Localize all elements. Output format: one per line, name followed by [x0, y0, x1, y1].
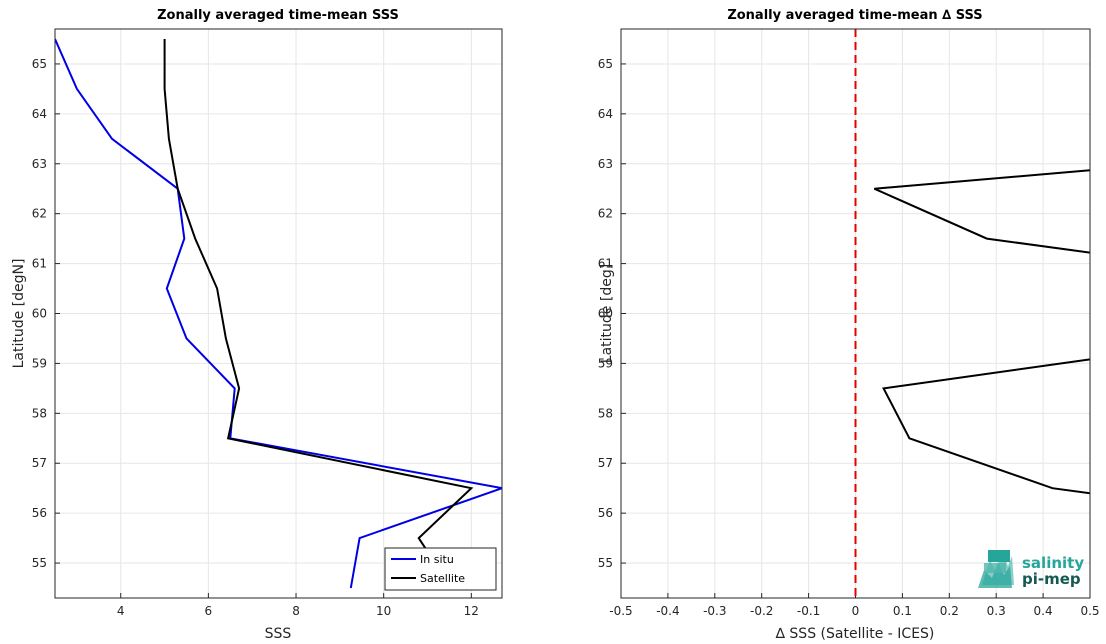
x-tick-label: -0.2	[750, 604, 773, 618]
legend-box	[384, 547, 497, 591]
logo-mark-icon	[978, 550, 1014, 588]
sss-panel: Zonally averaged time-mean SSS SSS Latit…	[11, 8, 503, 642]
y-tick-label: 57	[598, 456, 613, 470]
y-tick-label: 63	[32, 157, 47, 171]
x-tick-label: -0.4	[656, 604, 679, 618]
y-tick-label: 55	[598, 556, 613, 570]
y-tick-label: 60	[32, 307, 47, 321]
x-tick-label: 0.1	[893, 604, 912, 618]
x-tick-label: 0.3	[987, 604, 1006, 618]
sss-y-axis-label: Latitude [degN]	[11, 259, 27, 369]
y-tick-label: 62	[32, 207, 47, 221]
axes-frame	[54, 28, 503, 599]
y-tick-label: 59	[598, 356, 613, 370]
y-tick-label: 56	[32, 506, 47, 520]
delta-series-line-1	[882, 358, 1090, 495]
legend-label-satellite: Satellite	[420, 572, 465, 585]
delta-sss-x-axis-label: ∆ SSS (Satellite - ICES)	[775, 626, 935, 642]
y-tick-label: 58	[598, 406, 613, 420]
salinity-pi-mep-logo: salinity pi-mep	[978, 550, 1084, 588]
series-line-satellite	[163, 39, 474, 549]
x-tick-label: 0	[852, 604, 860, 618]
logo-text-pi-mep: pi-mep	[1022, 570, 1081, 588]
x-tick-label: -0.5	[609, 604, 632, 618]
y-tick-label: 64	[32, 107, 47, 121]
series-line-in-situ	[55, 38, 502, 589]
x-tick-label: -0.1	[797, 604, 820, 618]
y-tick-label: 65	[32, 57, 47, 71]
y-tick-label: 63	[598, 157, 613, 171]
y-tick-label: 61	[598, 257, 613, 271]
y-tick-label: 57	[32, 456, 47, 470]
x-tick-label: 8	[292, 604, 300, 618]
x-tick-label: 0.5	[1080, 604, 1099, 618]
delta-sss-y-axis-label: Latitude [deg]	[599, 264, 615, 363]
x-tick-label: 4	[117, 604, 125, 618]
sss-chart-title: Zonally averaged time-mean SSS	[157, 8, 399, 23]
y-tick-label: 65	[598, 57, 613, 71]
x-tick-label: 0.2	[940, 604, 959, 618]
y-tick-label: 61	[32, 257, 47, 271]
delta-series-line-0	[873, 169, 1090, 254]
x-tick-label: -0.3	[703, 604, 726, 618]
y-tick-label: 56	[598, 506, 613, 520]
sss-x-axis-label: SSS	[265, 626, 292, 642]
legend-label-in-situ: In situ	[420, 553, 454, 566]
y-tick-label: 55	[32, 556, 47, 570]
y-tick-label: 64	[598, 107, 613, 121]
y-tick-label: 59	[32, 356, 47, 370]
x-tick-label: 6	[205, 604, 213, 618]
x-tick-label: 10	[376, 604, 391, 618]
y-tick-label: 58	[32, 406, 47, 420]
logo-text-salinity: salinity	[1022, 554, 1084, 572]
legend: In situ Satellite	[384, 547, 497, 591]
y-tick-label: 60	[598, 307, 613, 321]
x-tick-label: 0.4	[1034, 604, 1053, 618]
y-tick-label: 62	[598, 207, 613, 221]
x-tick-label: 12	[464, 604, 479, 618]
delta-sss-chart-title: Zonally averaged time-mean ∆ SSS	[727, 8, 982, 23]
axes-frame	[620, 28, 1091, 599]
delta-sss-panel: Zonally averaged time-mean ∆ SSS ∆ SSS (…	[598, 8, 1100, 642]
